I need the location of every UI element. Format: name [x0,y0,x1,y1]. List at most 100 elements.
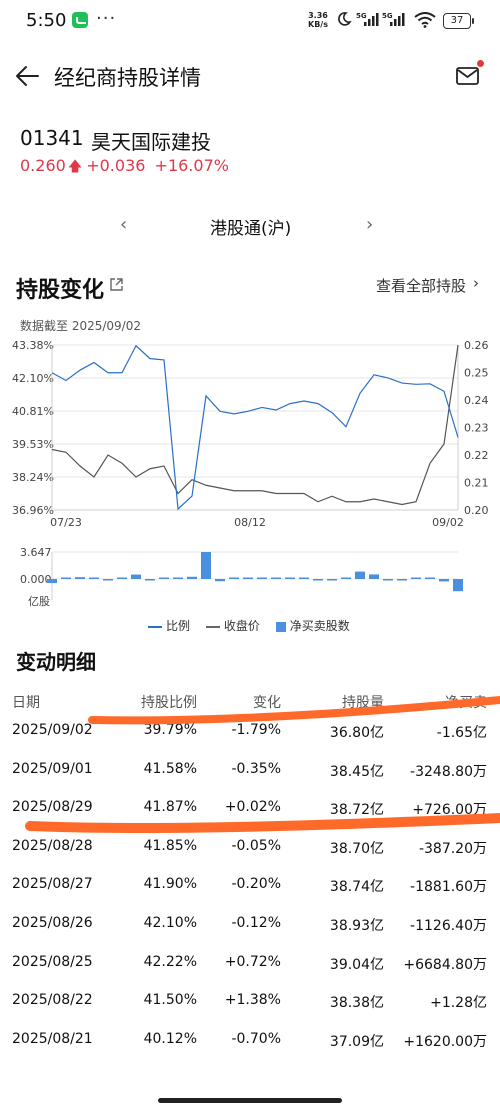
net-trade-bar [369,574,379,579]
volume-unit: 亿股 [28,595,50,608]
arrow-up-icon: 🡅 [67,159,83,175]
net-trade-bar [411,577,421,579]
cell-quantity: 37.09亿 [329,1033,384,1050]
svg-text:5G: 5G [382,12,393,20]
market-label: 港股通(沪) [210,219,292,239]
cell-net: -1.65亿 [436,725,487,741]
more-notifications-icon: ··· [96,8,117,29]
cell-quantity: 36.80亿 [329,725,384,741]
series-ratio-line [51,344,459,511]
holding-chart: 43.38% 42.10% 40.81% 39.53% 38.24% 36.96% 0.26… [12,339,489,608]
cell-change: -0.20% [231,876,281,893]
stock-quote: 0.260 🡅 +0.036 +16.07% [20,156,229,180]
chevron-right-icon[interactable]: › [473,274,479,292]
back-button[interactable] [12,60,44,92]
cell-net: -1881.60万 [410,879,487,896]
y-right-tick: 0.26 [464,339,489,352]
page-title: 经纪商持股详情 [54,66,201,90]
table-row[interactable]: 2025/08/22 41.50% +1.38% 38.38亿 +1.28亿 [0,992,500,1031]
legend-net: 净买卖股数 [275,617,350,634]
table-row[interactable]: 2025/08/29 41.87% +0.02% 38.72亿 +726.00万 [0,799,500,838]
table-row[interactable]: 2025/09/01 41.58% -0.35% 38.45亿 -3248.80万 [0,761,500,800]
net-trade-bar [159,577,169,579]
cell-change: -0.05% [231,837,281,854]
table-row[interactable]: 2025/09/02 39.79% -1.79% 36.80亿 -1.65亿 [0,722,500,761]
table-row[interactable]: 2025/08/28 41.85% -0.05% 38.70亿 -387.20万 [0,838,500,877]
legend-net-swatch [275,621,286,632]
network-speed-unit: KB/s [308,20,328,29]
net-trade-bar [397,579,407,581]
header-net[interactable]: 净买卖 [445,695,487,711]
table-row[interactable]: 2025/08/26 42.10% -0.12% 38.93亿 -1126.40万 [0,915,500,954]
cell-net: +726.00万 [412,802,487,819]
net-trade-bar [229,577,239,579]
cell-ratio: 41.87% [143,799,197,816]
stock-name: 昊天国际建投 [91,130,211,154]
y-left-tick: 36.96% [12,504,54,517]
cell-change: +0.02% [224,799,281,816]
cell-change: +0.72% [224,953,281,970]
table-row[interactable]: 2025/08/27 41.90% -0.20% 38.74亿 -1881.60万 [0,876,500,915]
net-trade-bar [103,579,113,581]
x-tick: 08/12 [234,516,266,529]
legend-ratio-label: 比例 [166,619,191,633]
cell-ratio: 42.22% [143,953,197,970]
home-indicator[interactable] [158,1098,342,1103]
cell-date: 2025/09/01 [12,760,93,777]
market-next-button[interactable]: › [366,214,374,235]
net-trade-bar [243,577,253,579]
chart-legend: 比例 收盘价 净买卖股数 [148,617,362,634]
cell-ratio: 41.50% [143,992,197,1009]
market-prev-button[interactable]: ‹ [120,214,128,235]
net-trade-bar [327,579,337,581]
header-date[interactable]: 日期 [12,695,40,711]
status-bar: 5:50 ··· 3.36 KB/s 5G 5G 37 [0,0,500,42]
header-quantity[interactable]: 持股量 [342,695,384,711]
net-trade-bar [75,577,85,579]
cell-date: 2025/08/25 [12,953,93,970]
status-time: 5:50 [26,10,67,31]
legend-close: 收盘价 [205,617,260,634]
y-right-tick: 0.24 [464,394,489,407]
mail-icon[interactable] [455,64,481,88]
x-tick: 09/02 [432,516,464,529]
table-row[interactable]: 2025/08/25 42.22% +0.72% 39.04亿 +6684.80万 [0,954,500,993]
net-trade-bar [383,579,393,581]
stock-price: 0.260 [20,156,66,175]
network-speed-value: 3.36 [308,11,328,20]
net-trade-bar [453,579,463,592]
change-detail-title: 变动明细 [16,650,96,674]
net-trade-bar [425,577,435,579]
header-ratio[interactable]: 持股比例 [141,695,197,711]
battery-indicator: 37 [443,13,474,29]
y-right-tick: 0.21 [464,477,489,490]
cell-net: +1620.00万 [403,1033,487,1050]
net-trade-bar [439,579,449,582]
cell-quantity: 38.45亿 [329,763,384,780]
signal-icon: 5G [356,12,379,26]
y-left-tick: 43.38% [12,339,54,352]
table-header: 日期 持股比例 变化 持股量 净买卖 [0,692,500,722]
data-as-of: 数据截至 2025/09/02 [20,319,141,333]
series-close-price-line [51,344,459,506]
header-change[interactable]: 变化 [253,695,281,711]
cell-ratio: 41.58% [143,760,197,777]
y-left-tick: 40.81% [12,405,54,418]
cell-quantity: 39.04亿 [329,956,384,973]
cell-quantity: 38.70亿 [329,840,384,857]
cell-change: -1.79% [231,722,281,738]
cell-date: 2025/08/28 [12,837,93,854]
stock-change-pct: +16.07% [154,156,229,175]
share-icon[interactable] [109,277,124,292]
cell-change: -0.70% [231,1030,281,1047]
net-trade-bar [89,577,99,579]
table-row[interactable]: 2025/08/21 40.12% -0.70% 37.09亿 +1620.00万 [0,1031,500,1070]
y-left-tick: 38.24% [12,471,54,484]
cell-date: 2025/08/29 [12,799,93,816]
view-all-holdings-link[interactable]: 查看全部持股 [376,277,467,295]
x-tick: 07/23 [50,516,82,529]
cell-date: 2025/08/27 [12,876,93,893]
legend-ratio-swatch [148,625,162,628]
cell-change: -0.12% [231,914,281,931]
cell-ratio: 42.10% [143,914,197,931]
